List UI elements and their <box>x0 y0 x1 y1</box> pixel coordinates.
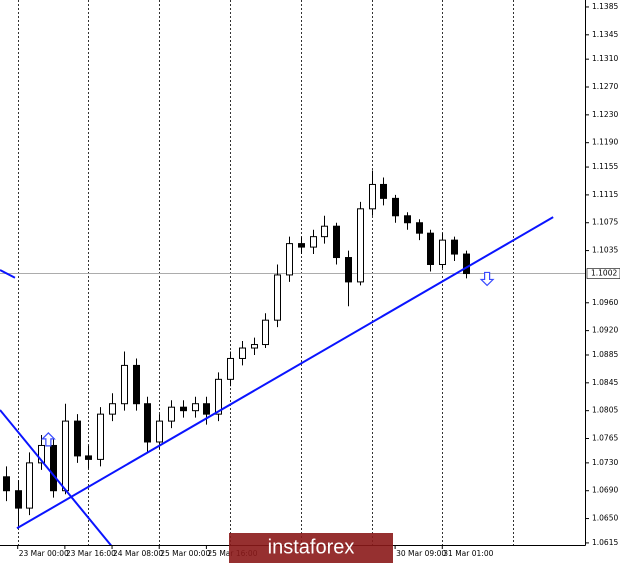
candle-body <box>168 406 175 422</box>
candle-body <box>180 406 187 412</box>
y-tick-label: 1.1230 <box>592 110 618 119</box>
y-tick-label: 1.0960 <box>592 298 618 307</box>
current-price-label: 1.1002 <box>591 269 617 278</box>
y-tick-label: 1.1310 <box>592 54 618 63</box>
candle-body <box>333 225 340 259</box>
y-tick-label: 1.0805 <box>592 406 618 415</box>
candle-body <box>298 243 305 248</box>
candle-body <box>369 183 376 210</box>
watermark-box <box>229 533 393 563</box>
x-tick-label: 23 Mar 16:00 <box>66 549 116 558</box>
candle-body <box>26 462 33 509</box>
x-tick-label: 30 Mar 09:00 <box>396 549 446 558</box>
y-tick-label: 1.0615 <box>592 538 618 547</box>
trendline <box>0 409 113 545</box>
candle-body <box>404 215 411 224</box>
candle-body <box>50 444 57 492</box>
candle-body <box>451 239 458 255</box>
candle-body <box>310 236 317 248</box>
candle-body <box>203 403 210 415</box>
candle-body <box>251 344 258 349</box>
candle-body <box>3 476 10 492</box>
candle-body <box>74 420 81 457</box>
candle-body <box>62 420 69 492</box>
y-tick-label: 1.0885 <box>592 350 618 359</box>
x-tick-label: 23 Mar 00:00 <box>19 549 69 558</box>
candle-body <box>85 455 92 460</box>
candle-body <box>192 403 199 412</box>
candle-body <box>239 347 246 359</box>
y-tick-label: 1.1385 <box>592 2 618 11</box>
y-tick-label: 1.1270 <box>592 82 618 91</box>
x-tick-label: 24 Mar 08:00 <box>113 549 163 558</box>
watermark-text: instaforex <box>268 536 355 558</box>
candle-body <box>262 319 269 346</box>
candle-body <box>274 274 281 321</box>
candle-body <box>144 403 151 443</box>
candle-body <box>345 257 352 283</box>
x-tick-label: 31 Mar 01:00 <box>443 549 493 558</box>
y-tick-label: 1.1155 <box>592 162 618 171</box>
candle-body <box>97 413 104 460</box>
candle-body <box>380 183 387 199</box>
candle-body <box>38 444 45 464</box>
y-tick-label: 1.1035 <box>592 246 618 255</box>
candle-body <box>321 225 328 238</box>
x-tick-label: 25 Mar 00:00 <box>160 549 210 558</box>
candle-body <box>427 232 434 265</box>
y-tick-label: 1.1345 <box>592 30 618 39</box>
candle-body <box>215 378 222 415</box>
trendline <box>0 269 16 279</box>
trendline <box>16 216 554 530</box>
y-tick-label: 1.0650 <box>592 514 618 523</box>
candle-body <box>416 222 423 234</box>
candle-body <box>121 364 128 405</box>
y-tick-label: 1.0920 <box>592 326 618 335</box>
watermark: instaforex <box>229 533 393 563</box>
candle-body <box>439 239 446 265</box>
y-tick-label: 1.0845 <box>592 378 618 387</box>
candle-body <box>392 197 399 217</box>
y-tick-label: 1.1075 <box>592 218 618 227</box>
y-tick-label: 1.1190 <box>592 138 618 147</box>
candle-body <box>133 364 140 405</box>
candle-body <box>286 243 293 276</box>
y-tick-label: 1.0765 <box>592 434 618 443</box>
signal-arrow <box>40 432 56 447</box>
candle-body <box>463 253 470 275</box>
candle-body <box>156 420 163 443</box>
plot-area <box>0 0 585 545</box>
candle-body <box>227 357 234 380</box>
y-tick-label: 1.1115 <box>592 190 618 199</box>
candle-body <box>357 208 364 283</box>
candle-body <box>109 403 116 415</box>
current-price-box <box>586 268 620 279</box>
candle-body <box>15 490 22 509</box>
signal-arrow <box>479 271 495 287</box>
y-tick-label: 1.0690 <box>592 486 618 495</box>
y-tick-label: 1.0730 <box>592 458 618 467</box>
